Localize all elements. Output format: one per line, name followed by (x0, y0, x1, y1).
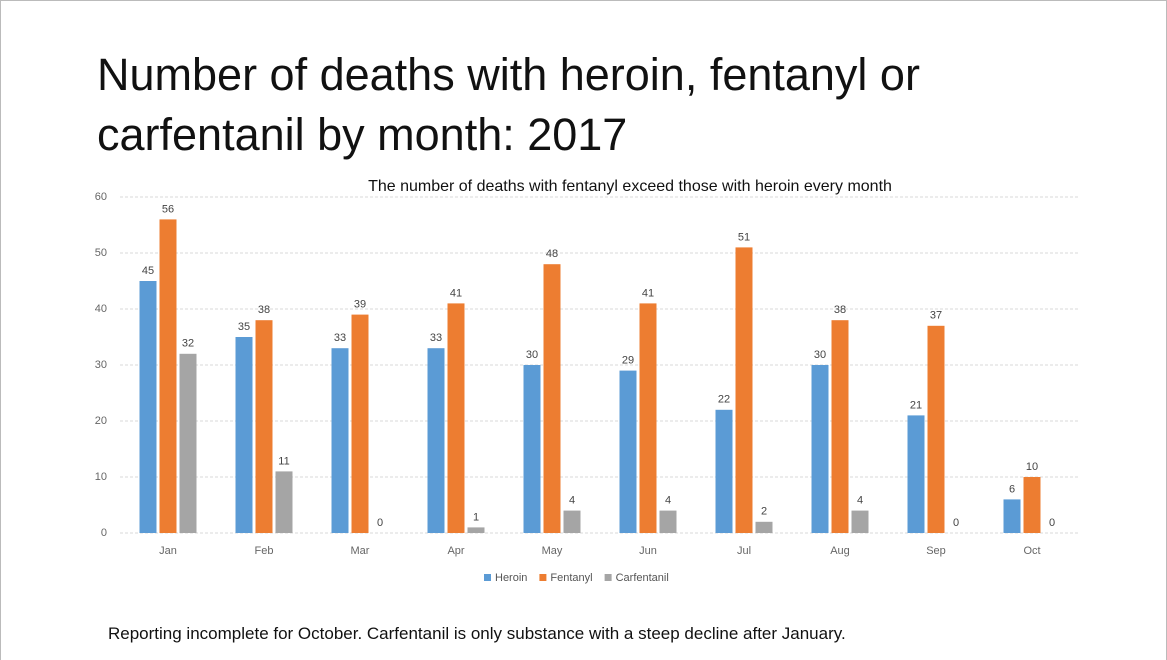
bar (139, 281, 157, 533)
x-tick-label: Feb (255, 545, 274, 557)
bar (1003, 499, 1021, 533)
legend-swatch (604, 574, 612, 581)
bar (543, 264, 561, 533)
bar (351, 314, 369, 533)
data-label: 29 (622, 355, 634, 367)
bar (927, 325, 945, 533)
bar (659, 510, 677, 533)
bar (467, 527, 485, 533)
y-tick-label: 40 (95, 303, 107, 315)
x-tick-label: Sep (926, 545, 946, 557)
x-tick-label: Aug (830, 545, 850, 557)
data-label: 6 (1009, 483, 1015, 495)
data-label: 0 (1049, 517, 1055, 529)
bar (447, 303, 465, 533)
data-label: 0 (953, 517, 959, 529)
data-label: 30 (526, 349, 538, 361)
y-tick-label: 0 (101, 527, 107, 539)
x-tick-label: May (542, 545, 563, 557)
bar (235, 337, 253, 533)
bar (427, 348, 445, 533)
bar (715, 409, 733, 533)
bar (639, 303, 657, 533)
x-tick-label: Mar (351, 545, 370, 557)
data-label: 51 (738, 231, 750, 243)
data-label: 38 (834, 304, 846, 316)
bar (811, 365, 829, 533)
y-tick-label: 10 (95, 471, 107, 483)
y-tick-label: 30 (95, 359, 107, 371)
data-label: 45 (142, 265, 154, 277)
bar (735, 247, 753, 533)
y-tick-label: 20 (95, 415, 107, 427)
data-label: 37 (930, 310, 942, 322)
x-tick-label: Apr (447, 545, 464, 557)
legend-label: Heroin (495, 572, 527, 584)
data-label: 4 (665, 495, 671, 507)
chart-title: Number of deaths with heroin, fentanyl o… (97, 49, 920, 160)
legend-label: Carfentanil (616, 572, 669, 584)
bar (159, 219, 177, 533)
data-label: 48 (546, 248, 558, 260)
y-tick-label: 60 (95, 191, 107, 203)
data-label: 33 (430, 332, 442, 344)
data-label: 33 (334, 332, 346, 344)
bar (831, 320, 849, 533)
bar (275, 471, 293, 533)
data-label: 56 (162, 203, 174, 215)
data-label: 4 (569, 495, 575, 507)
bar (755, 521, 773, 533)
data-label: 39 (354, 299, 366, 311)
data-label: 1 (473, 511, 479, 523)
legend-swatch (539, 574, 547, 581)
chart-subtitle: The number of deaths with fentanyl excee… (368, 178, 892, 195)
data-label: 30 (814, 349, 826, 361)
bar (523, 365, 541, 533)
bar (563, 510, 581, 533)
data-label: 21 (910, 399, 922, 411)
bar (851, 510, 869, 533)
data-label: 10 (1026, 461, 1038, 473)
data-label: 35 (238, 321, 250, 333)
data-label: 32 (182, 338, 194, 350)
bar (255, 320, 273, 533)
x-tick-label: Jul (737, 545, 751, 557)
bar (179, 353, 197, 533)
x-tick-label: Oct (1023, 545, 1040, 557)
data-label: 38 (258, 304, 270, 316)
bar (1023, 477, 1041, 533)
data-label: 4 (857, 495, 863, 507)
data-label: 22 (718, 394, 730, 406)
x-tick-label: Jan (159, 545, 177, 557)
y-tick-label: 50 (95, 247, 107, 259)
legend-swatch (484, 574, 491, 581)
legend-label: Fentanyl (550, 572, 592, 584)
data-label: 41 (450, 287, 462, 299)
footnote: Reporting incomplete for October. Carfen… (108, 624, 846, 643)
bar (331, 348, 349, 533)
bar (619, 370, 637, 533)
data-label: 2 (761, 506, 767, 518)
data-label: 41 (642, 287, 654, 299)
bar (907, 415, 925, 533)
x-tick-label: Jun (639, 545, 657, 557)
data-label: 0 (377, 517, 383, 529)
data-label: 11 (278, 455, 289, 467)
